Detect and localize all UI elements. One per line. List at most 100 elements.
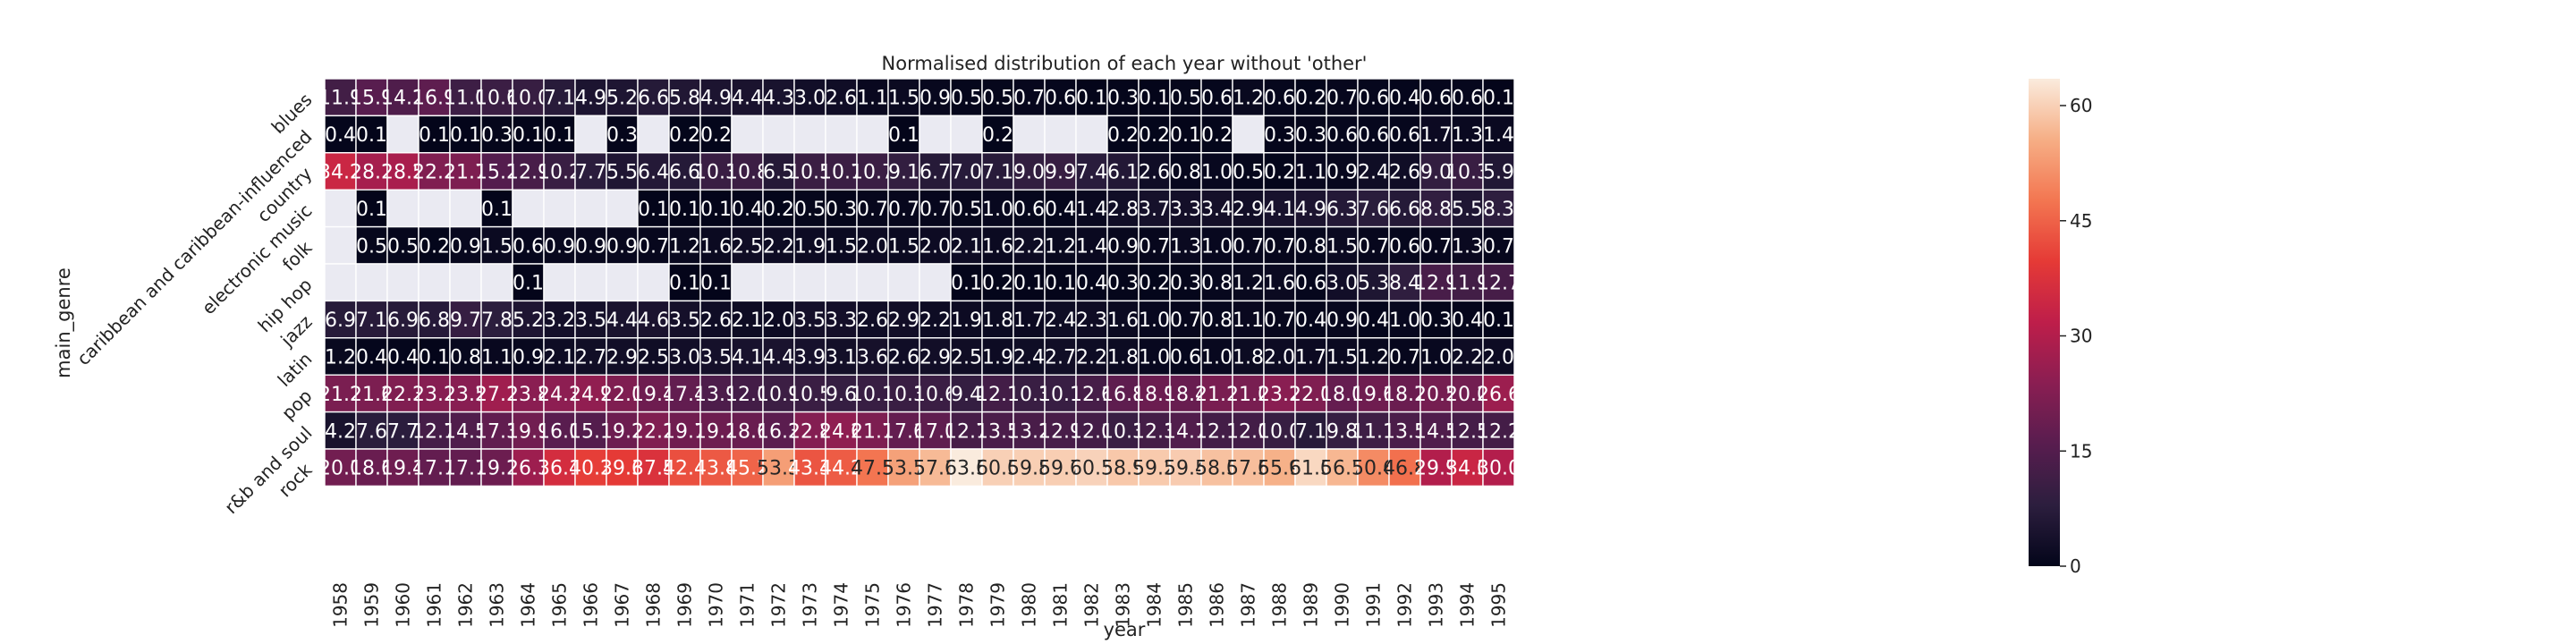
heatmap-cell (355, 189, 388, 228)
cell-value-label: 0.1 (1139, 88, 1170, 110)
cell-value-label: 4.6 (638, 309, 669, 332)
heatmap-cell (1232, 114, 1265, 154)
heatmap-cell (386, 300, 419, 339)
cell-value-label: 6.6 (669, 162, 700, 184)
cell-value-label: 0.6 (1358, 88, 1389, 110)
heatmap-cell (699, 225, 733, 265)
heatmap-cell (637, 411, 670, 450)
cell-value-label: 2.6 (857, 309, 888, 332)
cell-value-label: 0.4 (1295, 309, 1326, 332)
cell-value-label: 1.4 (1076, 199, 1107, 221)
cell-value-label: 59.8 (1007, 458, 1051, 480)
heatmap-cell (793, 225, 826, 265)
cell-value-label: 0.5 (951, 88, 982, 110)
heatmap-cell (981, 374, 1014, 413)
cell-value-label: 1.8 (1233, 347, 1264, 369)
heatmap-cell (1075, 114, 1108, 154)
x-tick-label: 1980 (1019, 582, 1040, 628)
cell-value-label: 12.9 (1038, 420, 1082, 443)
cell-value-label: 3.3 (1170, 199, 1201, 221)
cell-value-label: 21.6 (350, 384, 394, 406)
heatmap-cell (1263, 263, 1296, 302)
heatmap-cell (1138, 448, 1171, 487)
x-tick-label: 1981 (1050, 582, 1072, 628)
heatmap-cell (1106, 411, 1140, 450)
cell-value-label: 7.7 (575, 162, 606, 184)
cell-value-label: 12.9 (506, 162, 550, 184)
heatmap-cell (1169, 411, 1202, 450)
heatmap-cell (825, 448, 858, 487)
cell-value-label: 10.1 (1038, 384, 1082, 406)
y-axis-title: main_genre (53, 267, 75, 378)
heatmap-cell (355, 337, 388, 376)
heatmap-cell (637, 225, 670, 265)
heatmap-cell (950, 374, 983, 413)
cell-value-label: 10.2 (538, 162, 581, 184)
cell-value-label: 1.3 (1452, 124, 1483, 147)
cell-value-label: 0.3 (1107, 88, 1139, 110)
cell-value-label: 16.3 (757, 420, 801, 443)
heatmap-cell (574, 448, 607, 487)
heatmap-cell (950, 114, 983, 154)
cell-value-label: 0.9 (513, 347, 544, 369)
heatmap-cell (668, 78, 701, 117)
cell-value-label: 18.9 (1132, 384, 1176, 406)
heatmap-cell (324, 225, 357, 265)
cell-value-label: 46.8 (1383, 458, 1427, 480)
heatmap-cell (418, 263, 451, 302)
heatmap-cell (1106, 152, 1140, 191)
cell-value-label: 14.5 (1414, 420, 1458, 443)
cell-value-label: 0.6 (1389, 235, 1420, 258)
cell-value-label: 5.3 (1358, 273, 1389, 295)
y-tick-label: pop (277, 385, 317, 424)
x-tick-label: 1972 (768, 582, 790, 628)
cell-value-label: 0.4 (732, 199, 763, 221)
cell-value-label: 1.8 (982, 309, 1013, 332)
x-tick-label: 1986 (1207, 582, 1228, 628)
cell-value-label: 1.1 (481, 347, 513, 369)
cell-value-label: 14.5 (444, 420, 487, 443)
cell-value-label: 2.9 (888, 309, 919, 332)
heatmap-cell (1169, 448, 1202, 487)
cell-value-label: 0.8 (1201, 309, 1233, 332)
cell-value-label: 12.0 (1070, 420, 1114, 443)
x-tick-label: 1994 (1457, 582, 1479, 628)
cell-value-label: 0.1 (888, 124, 919, 147)
cell-value-label: 0.7 (1483, 235, 1514, 258)
cell-value-label: 0.8 (1201, 273, 1233, 295)
cell-value-label: 59.7 (1038, 458, 1082, 480)
cell-value-label: 9.1 (888, 162, 919, 184)
cell-value-label: 1.9 (982, 347, 1013, 369)
cell-value-label: 23.5 (444, 384, 487, 406)
heatmap-cell (919, 78, 952, 117)
cell-value-label: 9.7 (450, 309, 481, 332)
chart-title: Normalised distribution of each year wit… (882, 53, 1368, 74)
heatmap-cell (668, 263, 701, 302)
heatmap-cell (856, 152, 889, 191)
cell-value-label: 53.7 (882, 458, 926, 480)
heatmap-cell (1013, 78, 1046, 117)
cell-value-label: 0.9 (1326, 309, 1358, 332)
cell-value-label: 19.7 (663, 420, 707, 443)
x-tick-label: 1963 (487, 582, 508, 628)
cell-value-label: 17.7 (444, 458, 487, 480)
cell-value-label: 1.5 (826, 235, 857, 258)
cell-value-label: 5.2 (606, 88, 638, 110)
cell-value-label: 1.7 (1295, 347, 1326, 369)
heatmap-cell (324, 78, 357, 117)
cell-value-label: 0.1 (513, 273, 544, 295)
cell-value-label: 0.7 (1139, 235, 1170, 258)
heatmap-cell (1388, 78, 1421, 117)
cell-value-label: 11.0 (444, 88, 487, 110)
cell-value-label: 6.1 (1107, 162, 1139, 184)
cell-value-label: 0.9 (450, 235, 481, 258)
cell-value-label: 0.2 (1107, 124, 1139, 147)
cell-value-label: 2.6 (826, 88, 857, 110)
heatmap-cell (1451, 225, 1484, 265)
cell-value-label: 2.6 (1389, 162, 1420, 184)
cell-value-label: 18.7 (1383, 384, 1427, 406)
cell-value-label: 0.4 (325, 124, 356, 147)
cell-value-label: 29.9 (1414, 458, 1458, 480)
heatmap-cell (887, 263, 920, 302)
heatmap-cell (1326, 300, 1359, 339)
